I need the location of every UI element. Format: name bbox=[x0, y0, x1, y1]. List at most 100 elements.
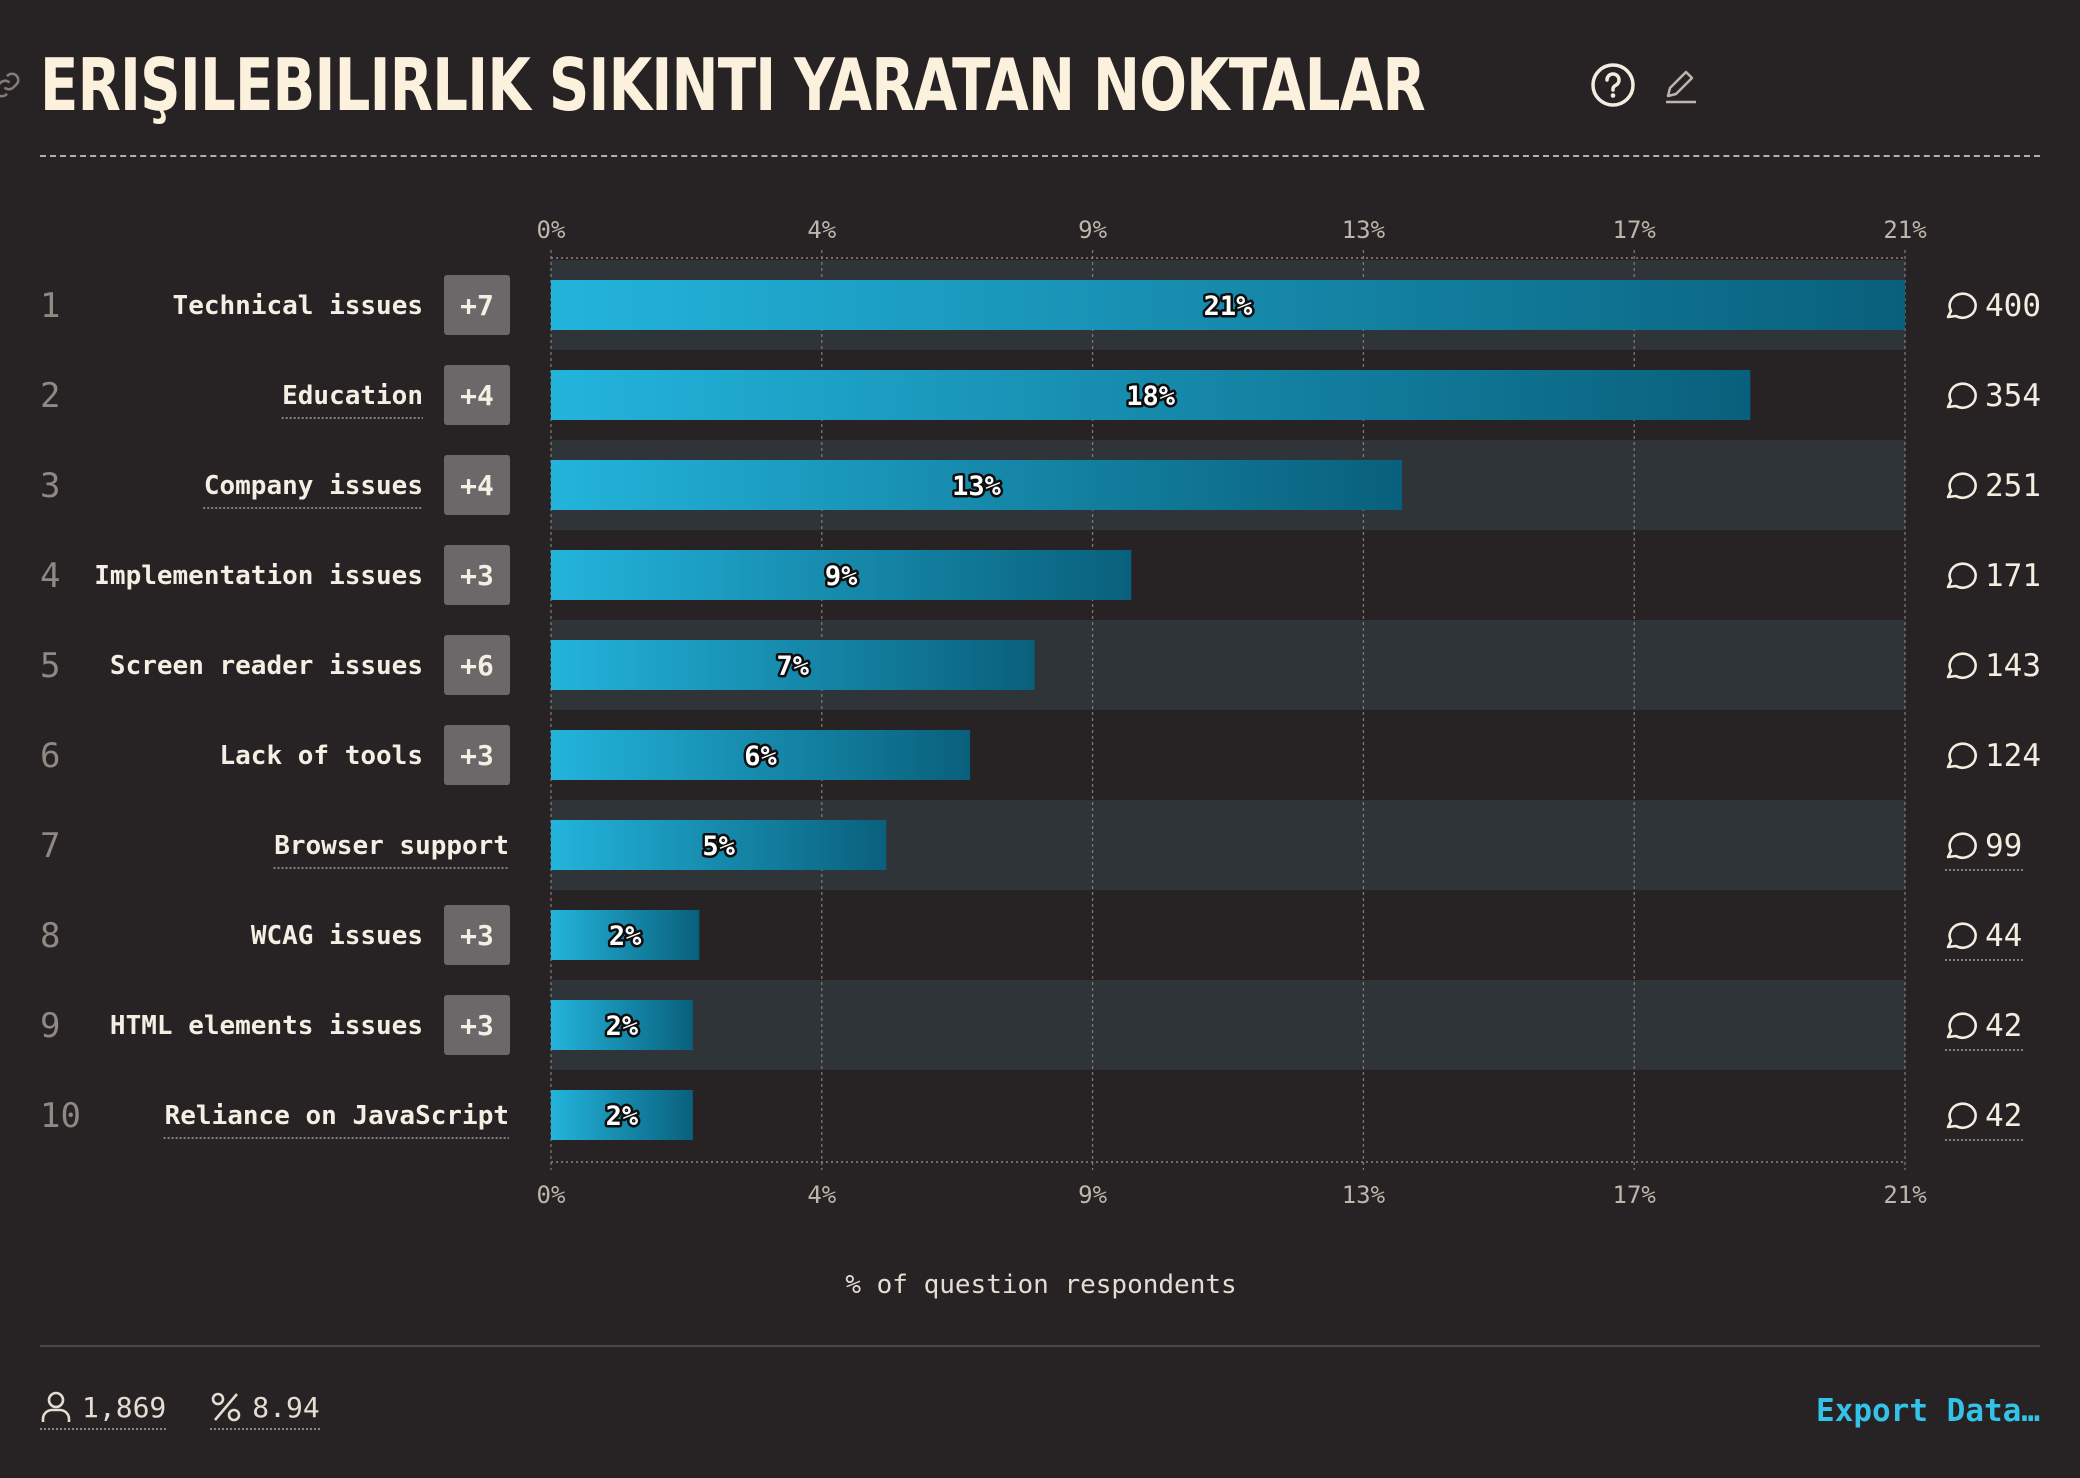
bar-row[interactable]: 4 Implementation issues +3 9% 171 bbox=[40, 545, 2041, 605]
comment-icon bbox=[1946, 472, 1977, 499]
comment-icon bbox=[1946, 562, 1977, 589]
data-label: 2% bbox=[606, 1101, 639, 1132]
percent-value: 8.94 bbox=[252, 1390, 320, 1424]
bar-row[interactable]: 3 Company issues +4 13% 251 bbox=[40, 455, 2041, 515]
bar-row[interactable]: 1 Technical issues +7 21% 400 bbox=[40, 275, 2041, 335]
bar-chart: 0% 4% 9% 13% 17% 21% 0% 4% 9% 13% 17% 21% 1 Technic… bbox=[40, 216, 2041, 1300]
badge-label: +4 bbox=[460, 469, 494, 502]
rank-number: 1 bbox=[40, 286, 60, 326]
comment-icon bbox=[1946, 1102, 1977, 1129]
edit-icon[interactable] bbox=[1658, 62, 1704, 108]
category-label[interactable]: Lack of tools bbox=[220, 741, 424, 771]
comment-count[interactable]: 44 bbox=[1985, 918, 2022, 954]
bar-row[interactable]: 6 Lack of tools +3 6% 124 bbox=[40, 725, 2041, 785]
user-icon bbox=[41, 1391, 71, 1422]
bar[interactable] bbox=[551, 460, 1403, 510]
badge-label: +3 bbox=[460, 739, 494, 772]
category-label[interactable]: Education bbox=[282, 381, 423, 411]
badge-bg[interactable] bbox=[444, 455, 510, 515]
comment-count[interactable]: 400 bbox=[1985, 288, 2041, 324]
footer-stats: 1,869 8.94 bbox=[40, 1390, 320, 1430]
bar-row[interactable]: 7 Browser support 5% 99 bbox=[40, 820, 2023, 871]
category-label[interactable]: WCAG issues bbox=[251, 921, 423, 951]
badge-label: +3 bbox=[460, 919, 494, 952]
export-data-button[interactable]: Export Data… bbox=[1816, 1393, 2040, 1429]
badge-bg[interactable] bbox=[444, 635, 510, 695]
data-label: 5% bbox=[702, 831, 735, 862]
x-tick-label-bottom: 13% bbox=[1342, 1181, 1386, 1209]
comment-count[interactable]: 42 bbox=[1985, 1008, 2022, 1044]
percent-icon bbox=[211, 1392, 241, 1422]
rank-number: 10 bbox=[40, 1096, 81, 1136]
respondents-count: 1,869 bbox=[82, 1390, 167, 1424]
x-tick-label-top: 17% bbox=[1613, 216, 1657, 244]
rank-number: 3 bbox=[40, 466, 60, 506]
x-axis-label: % of question respondents bbox=[845, 1270, 1236, 1300]
x-tick-label-top: 4% bbox=[807, 216, 836, 244]
page-title: ERIŞILEBILIRLIK SIKINTI YARATAN NOKTALAR bbox=[40, 43, 1426, 127]
row-band bbox=[551, 980, 1905, 1070]
percent-stat[interactable]: 8.94 bbox=[210, 1390, 320, 1430]
comment-count[interactable]: 354 bbox=[1985, 378, 2041, 414]
category-label[interactable]: Browser support bbox=[274, 831, 509, 861]
comment-count[interactable]: 42 bbox=[1985, 1098, 2022, 1134]
category-label[interactable]: Screen reader issues bbox=[110, 651, 423, 681]
comment-count[interactable]: 251 bbox=[1985, 468, 2041, 504]
bar[interactable] bbox=[551, 910, 700, 960]
category-label[interactable]: Implementation issues bbox=[94, 561, 423, 591]
rank-number: 7 bbox=[40, 826, 60, 866]
category-label[interactable]: Technical issues bbox=[173, 291, 423, 321]
badge-bg[interactable] bbox=[444, 545, 510, 605]
x-tick-label-bottom: 9% bbox=[1078, 1181, 1107, 1209]
badge-bg[interactable] bbox=[444, 905, 510, 965]
badge-label: +6 bbox=[460, 649, 494, 682]
bar[interactable] bbox=[551, 370, 1751, 420]
bar[interactable] bbox=[551, 820, 887, 870]
comment-icon bbox=[1946, 922, 1977, 949]
category-label[interactable]: Reliance on JavaScript bbox=[165, 1101, 509, 1131]
data-label: 6% bbox=[744, 741, 777, 772]
bar-row[interactable]: 10 Reliance on JavaScript 2% 42 bbox=[40, 1090, 2023, 1141]
badge-bg[interactable] bbox=[444, 725, 510, 785]
respondents-stat[interactable]: 1,869 bbox=[40, 1390, 167, 1430]
x-tick-label-top: 21% bbox=[1883, 216, 1927, 244]
comment-count[interactable]: 171 bbox=[1985, 558, 2041, 594]
help-icon[interactable] bbox=[1590, 62, 1636, 108]
bar[interactable] bbox=[551, 1000, 693, 1050]
badge-bg[interactable] bbox=[444, 275, 510, 335]
link-icon[interactable] bbox=[0, 70, 22, 100]
badge-label: +4 bbox=[460, 379, 494, 412]
bar-row[interactable]: 9 HTML elements issues +3 2% 42 bbox=[40, 995, 2023, 1055]
bar[interactable] bbox=[551, 280, 1905, 330]
comment-count[interactable]: 99 bbox=[1985, 828, 2022, 864]
bar-row[interactable]: 5 Screen reader issues +6 7% 143 bbox=[40, 635, 2041, 695]
bar[interactable] bbox=[551, 730, 971, 780]
x-tick-label-top: 13% bbox=[1342, 216, 1386, 244]
category-label[interactable]: Company issues bbox=[204, 471, 423, 501]
comment-icon bbox=[1946, 652, 1977, 679]
badge-bg[interactable] bbox=[444, 995, 510, 1055]
data-label: 18% bbox=[1126, 381, 1176, 412]
badge-label: +3 bbox=[460, 559, 494, 592]
badge-bg[interactable] bbox=[444, 365, 510, 425]
bar[interactable] bbox=[551, 1090, 693, 1140]
badge-label: +3 bbox=[460, 1009, 494, 1042]
rank-number: 9 bbox=[40, 1006, 60, 1046]
data-label: 9% bbox=[825, 561, 858, 592]
bar-row[interactable]: 2 Education +4 18% 354 bbox=[40, 365, 2041, 425]
comment-icon bbox=[1946, 382, 1977, 409]
data-label: 21% bbox=[1204, 291, 1254, 322]
comment-icon bbox=[1946, 832, 1977, 859]
x-tick-label-top: 0% bbox=[537, 216, 566, 244]
comment-icon bbox=[1946, 742, 1977, 769]
category-label[interactable]: HTML elements issues bbox=[110, 1011, 423, 1041]
data-label: 2% bbox=[609, 921, 642, 952]
rank-number: 2 bbox=[40, 376, 60, 416]
data-label: 7% bbox=[777, 651, 810, 682]
rank-number: 6 bbox=[40, 736, 60, 776]
bar-row[interactable]: 8 WCAG issues +3 2% 44 bbox=[40, 905, 2023, 965]
bar[interactable] bbox=[551, 640, 1035, 690]
comment-count[interactable]: 124 bbox=[1985, 738, 2041, 774]
comment-count[interactable]: 143 bbox=[1985, 648, 2041, 684]
bar[interactable] bbox=[551, 550, 1132, 600]
